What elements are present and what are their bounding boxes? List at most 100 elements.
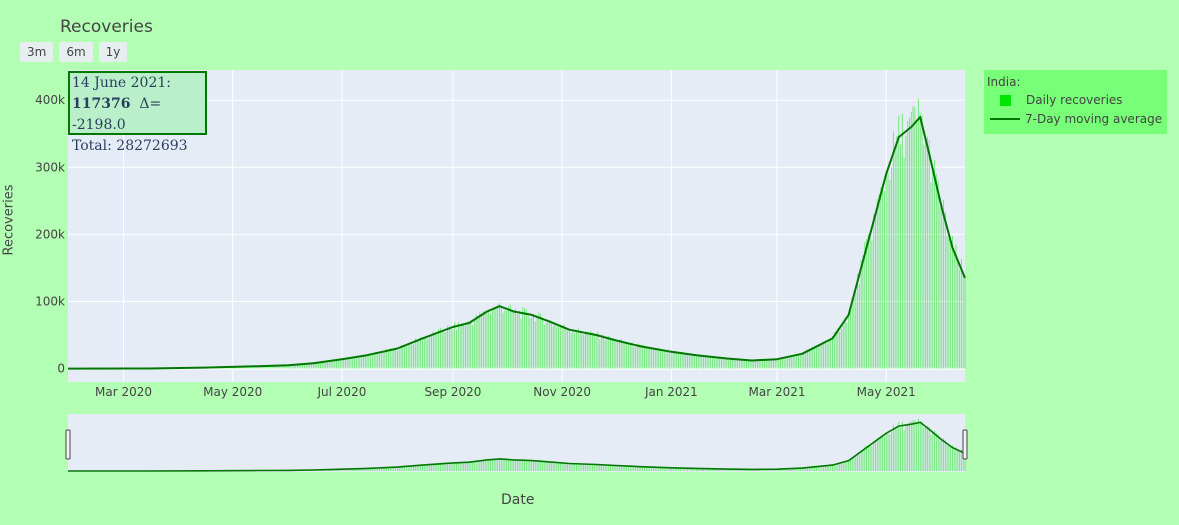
daily-bar: [384, 351, 386, 369]
daily-bar: [932, 169, 934, 369]
daily-bar: [860, 260, 862, 369]
rangeslider-bar: [703, 468, 705, 471]
rangeslider-bar: [468, 462, 470, 471]
rangeslider-bar: [892, 425, 894, 471]
daily-bar: [373, 352, 375, 369]
daily-bar: [729, 357, 731, 369]
daily-bar: [466, 321, 468, 369]
rangeslider-bar: [864, 446, 866, 471]
rangeslider-left-handle[interactable]: [65, 429, 71, 460]
rangeslider-bar: [712, 468, 714, 471]
daily-bar: [756, 359, 758, 369]
daily-bar: [468, 323, 470, 369]
range-3m-button[interactable]: 3m: [20, 42, 54, 62]
rangeslider-bar: [438, 463, 440, 471]
rangeslider-bar: [683, 468, 685, 471]
rangeslider-ma-line: [68, 421, 966, 472]
daily-bar: [294, 364, 296, 369]
daily-bar: [900, 144, 902, 369]
legend-item-daily[interactable]: Daily recoveries: [990, 92, 1123, 108]
rangeslider-bar: [617, 465, 619, 471]
rangeslider-bar: [733, 469, 735, 471]
daily-bar: [771, 360, 773, 369]
daily-bar: [819, 345, 821, 369]
rangeslider-bar: [466, 461, 468, 471]
daily-bar: [250, 366, 252, 369]
daily-bar: [459, 326, 461, 369]
rangeslider-bar: [690, 468, 692, 471]
legend-item-ma[interactable]: 7-Day moving average: [990, 111, 1162, 127]
daily-bar: [871, 240, 873, 369]
rangeslider-bar: [524, 459, 526, 471]
daily-bar: [712, 357, 714, 369]
rangeslider-bar: [407, 466, 409, 471]
rangeslider-bar: [427, 465, 429, 471]
x-tick-label: Sep 2020: [424, 385, 481, 399]
range-1y-button[interactable]: 1y: [98, 42, 128, 62]
rangeslider-bar: [862, 449, 864, 471]
rangeslider-bar: [758, 469, 760, 471]
daily-bar: [783, 358, 785, 369]
daily-bar: [814, 346, 816, 369]
rangeslider-right-handle[interactable]: [962, 429, 968, 460]
daily-bar: [928, 139, 930, 369]
daily-bar: [577, 328, 579, 369]
daily-bar: [509, 304, 511, 369]
daily-bar: [903, 158, 905, 369]
daily-bar: [679, 353, 681, 369]
rangeslider-bar: [814, 466, 816, 471]
rangeslider-bar: [604, 465, 606, 471]
daily-bar: [839, 331, 841, 369]
rangeslider-bar: [851, 457, 853, 471]
rangeslider-bar: [824, 465, 826, 471]
range-6m-button[interactable]: 6m: [59, 42, 93, 62]
daily-bar: [959, 269, 961, 369]
rangeslider-bar: [588, 464, 590, 471]
rangeslider-bar: [849, 458, 851, 471]
daily-bar: [633, 346, 635, 369]
rangeslider-bar: [558, 462, 560, 471]
daily-bar: [276, 365, 278, 369]
rangeslider-bar: [948, 445, 950, 471]
x-tick-label: Mar 2021: [749, 385, 806, 399]
rangeslider-bar: [475, 460, 477, 471]
daily-bar: [606, 339, 608, 369]
daily-bar: [828, 341, 830, 369]
daily-bar: [960, 258, 962, 369]
rangeslider-bar: [549, 461, 551, 471]
daily-bar: [482, 311, 484, 369]
rangeslider-bar: [357, 468, 359, 471]
rangeslider-bar: [900, 427, 902, 471]
rangeslider-bar: [783, 469, 785, 471]
rangeslider-bar: [574, 464, 576, 471]
rangeslider-bar: [903, 430, 905, 471]
daily-bar: [951, 236, 953, 369]
rangeslider-bar: [610, 465, 611, 471]
rangeslider-bar: [964, 453, 966, 471]
rangeslider-bar: [801, 468, 803, 471]
legend: India: Daily recoveries 7-Day moving ave…: [984, 70, 1167, 134]
x-tick-label: Jul 2020: [317, 385, 367, 399]
rangeslider-bar: [796, 468, 798, 471]
daily-bar: [300, 364, 302, 369]
daily-bar: [907, 120, 909, 369]
rangeslider-bar: [613, 465, 615, 471]
daily-bar: [914, 107, 916, 369]
daily-bar: [328, 360, 330, 369]
rangeslider-bar: [669, 467, 671, 471]
daily-bar: [541, 319, 543, 369]
daily-bar: [430, 335, 432, 369]
daily-bar: [744, 359, 746, 369]
rangeslider-bar: [939, 439, 941, 471]
rangeslider-bar: [751, 469, 753, 471]
daily-bar: [681, 352, 683, 369]
rangeslider-bar: [486, 460, 488, 471]
rangeslider-bar: [409, 466, 411, 471]
daily-bar: [694, 354, 696, 369]
rangeslider-bar: [626, 466, 628, 471]
rangeslider-bar: [618, 465, 620, 471]
daily-bar: [853, 291, 855, 369]
daily-bar: [554, 323, 556, 369]
rangeslider-bar: [443, 463, 445, 471]
